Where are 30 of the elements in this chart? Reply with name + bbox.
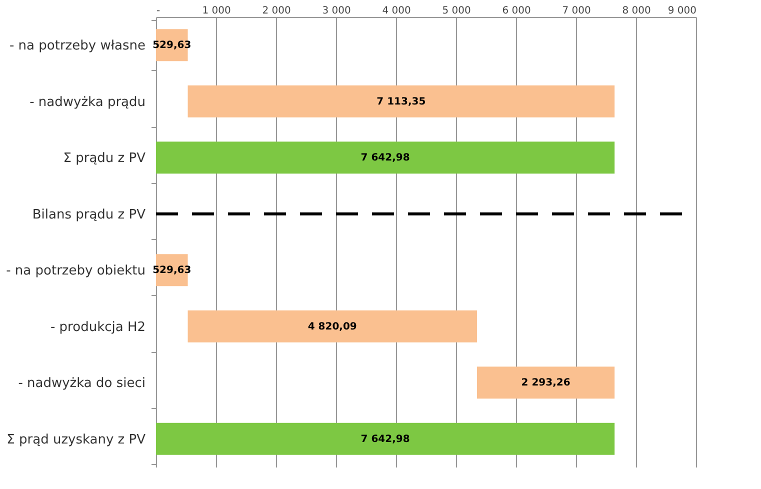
bar — [156, 142, 615, 174]
x-tick-label: 4 000 — [382, 6, 411, 16]
bar — [188, 85, 615, 118]
x-tick-label: 3 000 — [322, 6, 351, 16]
bar — [476, 366, 615, 399]
x-tick-label: - — [156, 6, 160, 16]
x-tick-label: 1 000 — [202, 6, 231, 16]
y-tick-label: - produkcja H2 — [50, 320, 146, 335]
data-label: 7 642,98 — [360, 434, 410, 445]
y-tick-label: - na potrzeby obiektu — [6, 264, 146, 279]
bar — [156, 422, 615, 455]
x-tick-label: 2 000 — [262, 6, 291, 16]
y-tick-label: Bilans prądu z PV — [32, 207, 146, 222]
y-tick-label: - nadwyżka do sieci — [18, 376, 146, 392]
y-tick-label: - na potrzeby własne — [9, 38, 146, 54]
data-label: 2 293,26 — [521, 378, 570, 389]
x-tick-label: 6 000 — [502, 6, 531, 16]
y-tick-label: - nadwyżka prądu — [30, 94, 146, 110]
data-label: 4 820,09 — [308, 321, 357, 332]
y-tick-label: Σ prąd uzyskany z PV — [6, 432, 146, 448]
bar — [188, 310, 477, 342]
data-label: 529,63 — [152, 40, 192, 52]
x-tick-label: 7 000 — [562, 6, 591, 16]
y-tick-label: Σ prądu z PV — [63, 151, 146, 166]
x-tick-label: 5 000 — [442, 6, 471, 16]
data-label: 7 642,98 — [360, 152, 410, 164]
data-label: 7 113,35 — [376, 96, 426, 108]
x-tick-label: 8 000 — [622, 6, 651, 16]
data-label: 529,63 — [152, 265, 192, 276]
x-tick-label: 9 000 — [668, 6, 696, 16]
